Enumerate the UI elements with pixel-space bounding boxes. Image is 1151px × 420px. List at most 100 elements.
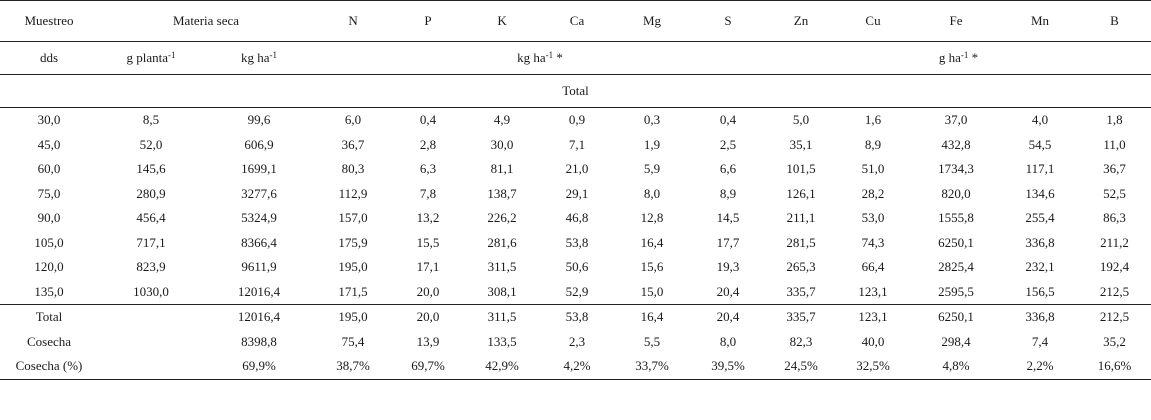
table-cell: 2825,4 [938,259,974,275]
table-cell: 74,3 [861,234,885,250]
table-cell: 12016,4 [237,283,281,299]
table-cell: 255,4 [1025,210,1055,226]
summary-cell [98,304,204,330]
table-cell: 2,8 [419,136,437,152]
table-row: 45,0 52,0 606,9 36,7 2,8 30,0 7,1 1,9 2,5 35,1 8,9… [0,133,1151,158]
table-cell: 3277,6 [241,185,277,201]
table-cell: 212,5 [1099,283,1130,299]
table-cell: 5,0 [792,112,810,128]
table-cell: 15,6 [640,259,664,275]
nutrient-header-p: P [392,0,465,42]
summary-cell: 335,7 [766,304,837,330]
muestreo-header: Muestreo [0,0,98,42]
summary-cell: 13,9 [416,333,440,349]
summary-cell: 24,5% [766,354,837,380]
nutrient-header-fe: Fe [910,0,1003,42]
summary-label: Cosecha [26,333,72,349]
table-cell: 1734,3 [938,161,974,177]
table-cell: 51,0 [861,161,885,177]
table-cell: 117,1 [1025,161,1055,177]
table-cell: 80,3 [341,161,365,177]
table-cell: 54,5 [1028,136,1052,152]
summary-cell: 6250,1 [910,304,1003,330]
summary-cell: 7,4 [1031,333,1049,349]
table-cell: 86,3 [1103,210,1126,226]
table-cell: 16,4 [640,234,664,250]
summary-cell: 16,6% [1078,354,1151,380]
table-row: 90,0 456,4 5324,9 157,0 13,2 226,2 46,8 12,8 14,… [0,206,1151,231]
table-cell: 1,8 [1106,112,1123,128]
table-cell: 175,9 [338,234,368,250]
summary-cell: 39,5% [690,354,767,380]
table-row: 135,0 1030,0 12016,4 171,5 20,0 308,1 52,9 15,0… [0,280,1151,305]
table-cell: 281,6 [487,234,517,250]
table-cell: 456,4 [136,210,166,226]
table-cell: 17,7 [716,234,740,250]
summary-cell: 32,5% [836,354,911,380]
summary-cell: 69,9% [204,354,315,380]
g-planta-header: g planta-1 [98,41,204,75]
summary-cell: 2,3 [568,333,586,349]
nutrient-header-mg: Mg [614,0,691,42]
table-cell: 8,0 [643,185,661,201]
table-cell: 6,0 [344,112,362,128]
summary-cell: 123,1 [836,304,911,330]
table-cell: 126,1 [786,185,816,201]
table-cell: 156,5 [1025,283,1055,299]
table-cell: 1555,8 [938,210,974,226]
table-cell: 138,7 [487,185,517,201]
table-cell: 0,4 [719,112,737,128]
header-row-names: Muestreo Materia seca N P K Ca Mg S Zn C… [0,0,1151,42]
summary-cell: 4,8% [910,354,1003,380]
table-cell: 265,3 [786,259,816,275]
table-cell: 9611,9 [241,259,277,275]
table-row: 30,0 8,5 99,6 6,0 0,4 4,9 0,9 0,3 0,4 5,0 1,6 37,0 4… [0,108,1151,133]
table-cell: 1699,1 [241,161,277,177]
summary-cell: 75,4 [341,333,365,349]
nutrient-header-n: N [314,0,393,42]
table-cell: 12,8 [640,210,664,226]
summary-cell: 298,4 [941,333,971,349]
summary-cell: 38,7% [314,354,393,380]
summary-cell: 133,5 [487,333,517,349]
table-cell: 717,1 [136,234,166,250]
dds-header: dds [0,41,98,75]
summary-cell: 5,5 [643,333,661,349]
table-cell: 21,0 [565,161,589,177]
table-cell: 53,8 [565,234,589,250]
table-cell: 6,3 [419,161,437,177]
table-cell: 0,9 [568,112,586,128]
table-cell: 120,0 [34,259,64,275]
table-cell: 30,0 [37,112,61,128]
table-cell: 2595,5 [938,283,974,299]
table-cell: 8,9 [864,136,882,152]
table-cell: 8366,4 [241,234,277,250]
table-row: 120,0 823,9 9611,9 195,0 17,1 311,5 50,6 15,6 19… [0,255,1151,280]
nutrient-header-mn: Mn [1002,0,1079,42]
table-cell: 81,1 [490,161,514,177]
table-cell: 30,0 [490,136,514,152]
table-cell: 20,0 [416,283,440,299]
table-cell: 75,0 [37,185,61,201]
nutrient-uptake-table: Muestreo Materia seca N P K Ca Mg S Zn C… [0,0,1151,380]
table-cell: 336,8 [1025,234,1055,250]
table-cell: 226,2 [487,210,517,226]
table-cell: 13,2 [416,210,440,226]
nutrient-header-cu: Cu [836,0,911,42]
table-cell: 36,7 [1103,161,1126,177]
table-cell: 2,5 [719,136,737,152]
summary-cell: 53,8 [540,304,615,330]
summary-cell: 195,0 [314,304,393,330]
table-cell: 7,8 [419,185,437,201]
summary-cell: 40,0 [861,333,885,349]
summary-cell: 2,2% [1002,354,1079,380]
summary-body: Total 12016,4 195,0 20,0 311,5 53,8 16,4 20,4 33… [0,304,1151,380]
summary-cell: 82,3 [789,333,813,349]
table-cell: 37,0 [944,112,968,128]
table-cell: 17,1 [416,259,440,275]
table-cell: 4,9 [493,112,511,128]
table-cell: 60,0 [37,161,61,177]
table-cell: 432,8 [941,136,971,152]
table-cell: 52,9 [565,283,589,299]
table-cell: 66,4 [861,259,885,275]
